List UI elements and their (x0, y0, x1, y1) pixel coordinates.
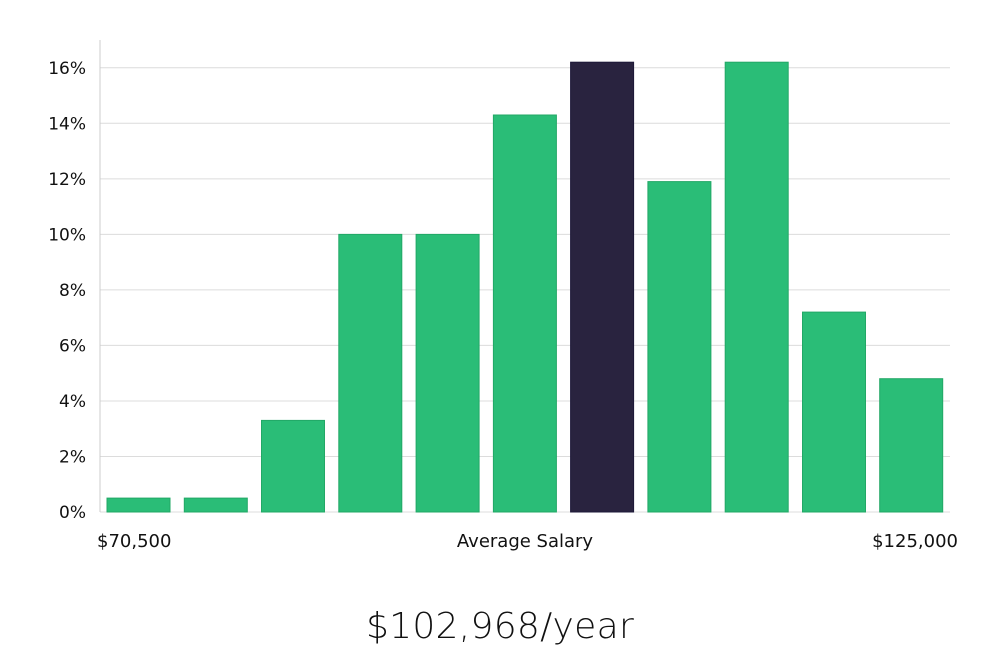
bars (106, 61, 944, 513)
y-tick-label: 4% (59, 392, 86, 412)
y-tick-label: 2% (59, 447, 86, 467)
x-max-label: $125,000 (872, 531, 958, 552)
y-tick-label: 0% (59, 503, 86, 523)
bar (802, 311, 866, 513)
y-tick-label: 14% (48, 114, 86, 134)
y-tick-label: 8% (59, 281, 86, 301)
y-tick-label: 6% (59, 336, 86, 356)
y-tick-label: 10% (48, 225, 86, 245)
bar (647, 181, 712, 513)
bar (879, 378, 944, 513)
bar (492, 114, 557, 513)
bar (106, 497, 171, 513)
bar (261, 419, 325, 513)
x-axis-label: Average Salary (457, 531, 594, 552)
y-tick-label: 12% (48, 170, 86, 190)
y-tick-labels: 0% 2% 4% 6% 8% 10% 12% 14% 16% (48, 59, 86, 523)
bar (338, 233, 403, 513)
average-salary-value: $102,968/year (365, 606, 635, 647)
x-min-label: $70,500 (97, 531, 171, 552)
bar-highlight (570, 61, 635, 513)
bar (183, 497, 248, 513)
bar (415, 233, 480, 513)
y-tick-label: 16% (48, 59, 86, 79)
salary-histogram-chart: 0% 2% 4% 6% 8% 10% 12% 14% 16% $70,500 Average S… (48, 40, 958, 552)
bar (724, 61, 789, 513)
